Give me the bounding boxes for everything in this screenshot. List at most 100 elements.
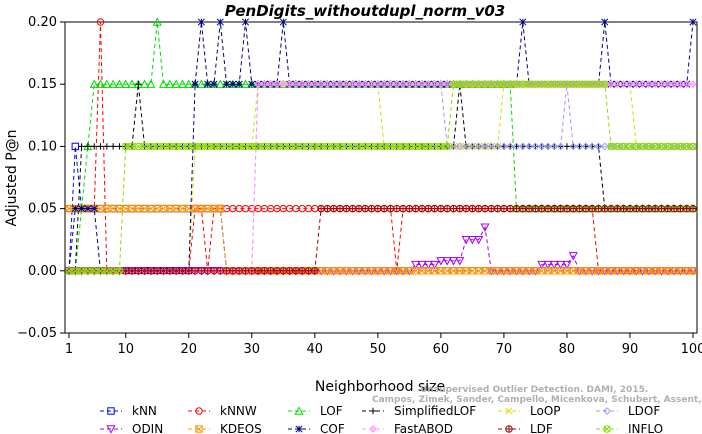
data-point — [588, 204, 596, 213]
legend-marker — [195, 407, 203, 415]
data-point — [260, 80, 269, 89]
data-point — [203, 267, 212, 275]
data-point — [380, 80, 389, 89]
data-point — [134, 267, 143, 275]
data-point — [254, 80, 262, 89]
legend-label: kNN — [132, 404, 157, 418]
data-point — [582, 204, 590, 213]
data-point — [682, 80, 691, 89]
data-point — [670, 80, 678, 89]
data-point — [266, 267, 275, 275]
data-point — [613, 204, 622, 213]
x-tick-label: 10 — [117, 342, 134, 357]
data-point — [601, 18, 609, 26]
data-point — [632, 204, 640, 213]
data-point — [632, 80, 641, 89]
data-point — [91, 143, 98, 150]
legend-item-lof: LOF — [288, 404, 343, 418]
data-point — [531, 142, 540, 151]
data-point — [519, 204, 527, 213]
data-point — [254, 267, 262, 275]
data-point — [260, 267, 269, 275]
data-point — [549, 260, 559, 270]
data-point — [562, 260, 572, 270]
ticks-layer: 1 10 20 30 40 50 60 70 80 90 100 −0.05 0.00 0.05 0.10 0… — [17, 15, 702, 357]
data-point — [285, 267, 294, 275]
data-point — [171, 79, 181, 88]
data-point — [537, 142, 546, 151]
data-point — [550, 204, 559, 213]
data-point — [550, 142, 559, 151]
x-tick-label: 70 — [496, 342, 513, 357]
data-point — [127, 79, 137, 88]
data-point — [588, 142, 597, 151]
x-tick-label: 90 — [622, 342, 639, 357]
data-point — [676, 204, 685, 213]
data-point — [348, 80, 357, 89]
data-point — [380, 204, 388, 213]
data-point — [474, 236, 484, 245]
data-point — [229, 80, 237, 88]
plot-border — [64, 21, 698, 334]
data-point — [266, 142, 275, 151]
data-point — [538, 204, 546, 213]
data-point — [518, 142, 527, 151]
data-point — [607, 204, 615, 213]
data-point — [140, 79, 150, 88]
data-point — [481, 204, 489, 213]
data-point — [456, 142, 464, 150]
legend-marker — [505, 425, 513, 433]
data-point — [323, 142, 332, 151]
watermark-line2: Campos, Zimek, Sander, Campello, Micenko… — [372, 395, 702, 405]
data-point — [392, 80, 401, 89]
data-point — [298, 80, 307, 89]
data-point — [418, 204, 426, 213]
legend-item-knnw: kNNW — [188, 404, 257, 418]
legend-marker — [505, 407, 513, 415]
data-point — [455, 142, 464, 151]
data-point — [298, 267, 306, 275]
legend-item-cof: COF — [288, 422, 345, 434]
data-point — [613, 80, 622, 89]
data-point — [210, 80, 218, 88]
data-point — [430, 80, 439, 89]
legend-marker — [294, 406, 304, 415]
series-line — [69, 225, 693, 272]
series-ldf — [65, 204, 697, 275]
data-point — [405, 142, 414, 151]
data-point — [96, 18, 105, 26]
data-point — [436, 257, 446, 266]
data-point — [519, 18, 527, 26]
legend-marker — [106, 425, 116, 434]
data-point — [443, 142, 451, 151]
data-point — [196, 79, 206, 88]
data-point — [386, 80, 395, 89]
series-layer — [64, 17, 698, 276]
data-point — [619, 80, 628, 89]
data-point — [506, 204, 514, 213]
data-point — [424, 80, 433, 89]
data-point — [215, 79, 225, 88]
data-point — [317, 80, 326, 89]
y-tick-label: 0.10 — [28, 139, 57, 154]
data-point — [386, 204, 395, 213]
data-point — [216, 267, 224, 275]
data-point — [197, 142, 206, 151]
data-point — [361, 204, 369, 213]
data-point — [581, 142, 590, 151]
data-point — [437, 142, 445, 151]
data-point — [330, 142, 338, 151]
data-point — [115, 267, 124, 275]
data-point — [336, 80, 344, 89]
data-point — [525, 204, 533, 213]
plot-frame — [64, 21, 698, 334]
data-point — [676, 80, 685, 89]
data-point — [500, 142, 508, 151]
data-point — [601, 80, 609, 88]
data-point — [411, 260, 421, 270]
series-line — [69, 208, 693, 272]
legend-item-ldf: LDF — [498, 422, 553, 434]
data-point — [197, 18, 205, 26]
